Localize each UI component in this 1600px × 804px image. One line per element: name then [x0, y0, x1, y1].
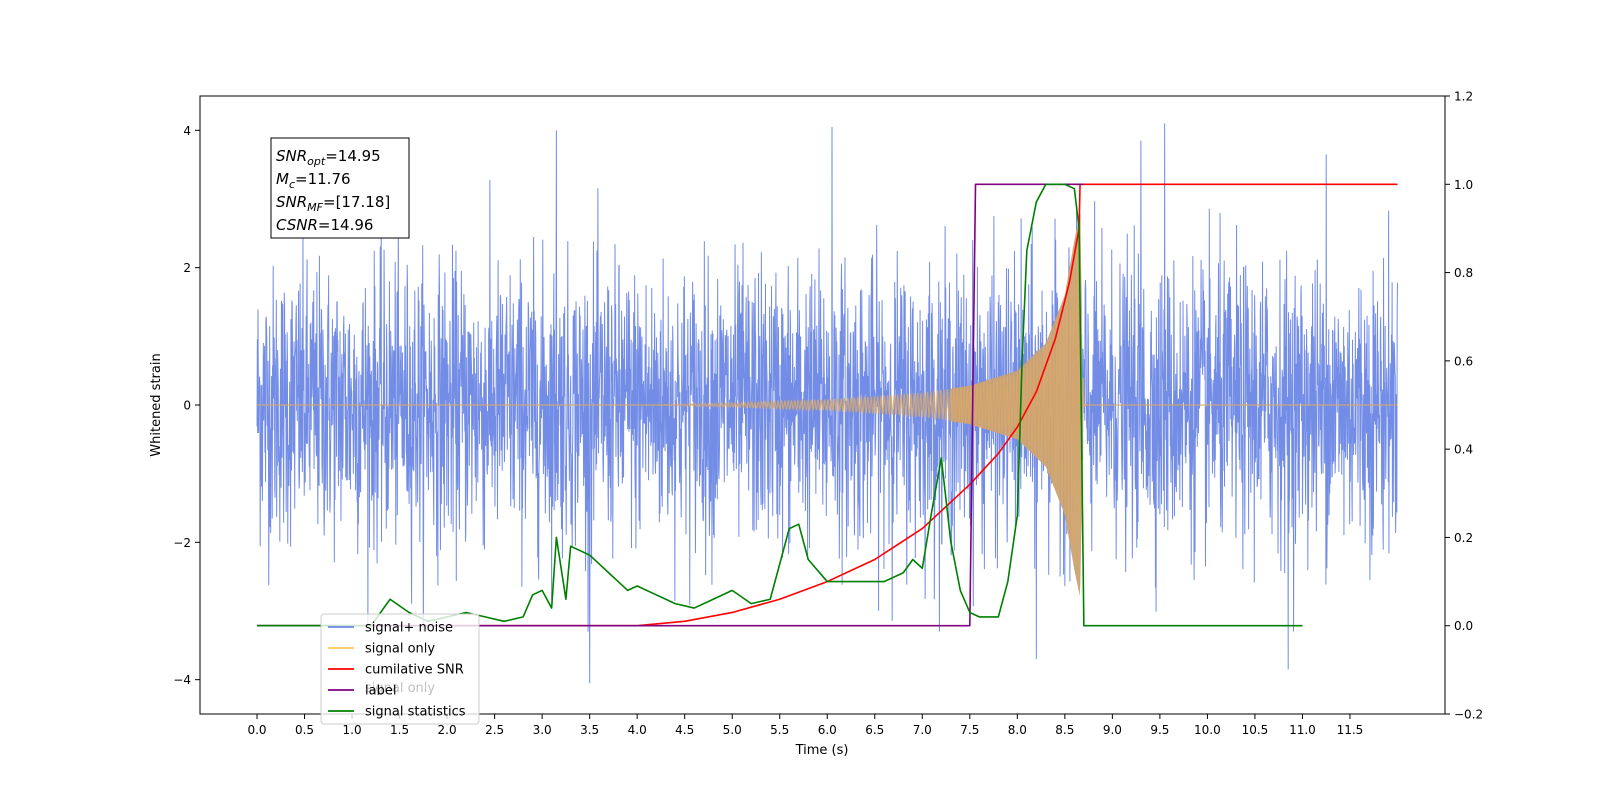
y-left-tick-label: −2	[173, 536, 191, 550]
x-axis-label: Time (s)	[795, 743, 849, 758]
y-left-tick-label: 2	[183, 261, 191, 275]
legend: signal only signal+ noise signal only cumil…	[320, 613, 480, 725]
x-tick-label: 4.0	[628, 723, 647, 737]
x-tick-label: 3.0	[533, 723, 552, 737]
y-left-tick-label: 4	[183, 124, 191, 138]
y-right-tick-label: 1.0	[1454, 178, 1473, 192]
x-tick-label: 0.0	[247, 723, 266, 737]
annotation-line: CSNR=14.96	[276, 216, 373, 234]
legend-label: label	[365, 684, 396, 699]
x-tick-label: 7.5	[960, 723, 979, 737]
series-signal-statistics-line	[257, 183, 1303, 627]
x-tick-label: 5.0	[723, 723, 742, 737]
x-tick-label: 11.0	[1289, 723, 1316, 737]
x-tick-label: 9.0	[1103, 723, 1122, 737]
y-axis-label: Whitened strain	[149, 353, 164, 456]
y-right-tick-label: 0.8	[1454, 266, 1473, 280]
legend-frame	[320, 613, 480, 725]
annotation-symbol: SNR	[276, 193, 307, 211]
annotation-subscript: MF	[307, 201, 323, 214]
legend-label: signal statistics	[365, 705, 466, 720]
annotation-symbol: SNR	[276, 147, 307, 165]
x-tick-label: 1.5	[390, 723, 409, 737]
annotation-frame	[270, 137, 410, 239]
x-tick-label: 10.0	[1194, 723, 1221, 737]
annotation-value: =14.96	[318, 216, 374, 234]
annotation-symbol: CSNR	[276, 216, 318, 234]
y-axis-left: −4 −2 0 2 4	[173, 124, 200, 687]
x-tick-label: 5.5	[770, 723, 789, 737]
x-tick-label: 10.5	[1242, 723, 1269, 737]
legend-label: signal only	[365, 642, 435, 657]
x-tick-label: 8.0	[1008, 723, 1027, 737]
x-tick-label: 2.5	[485, 723, 504, 737]
x-tick-label: 1.0	[343, 723, 362, 737]
series-layer	[256, 123, 1398, 684]
x-tick-label: 4.5	[675, 723, 694, 737]
x-tick-label: 11.5	[1337, 723, 1364, 737]
x-tick-label: 7.0	[913, 723, 932, 737]
y-left-tick-label: 0	[183, 399, 191, 413]
annotation-value: =11.76	[295, 170, 351, 188]
y-right-tick-label: 0.6	[1454, 354, 1473, 368]
x-axis: 0.0 0.5 1.0 1.5 2.0 2.5 3.0 3.5 4.0 4.5 5.0 5.5 6.0 6…	[247, 714, 1363, 737]
y-right-tick-label: 0.4	[1454, 443, 1473, 457]
y-right-tick-label: −0.2	[1454, 708, 1483, 722]
x-tick-label: 0.5	[295, 723, 314, 737]
series-signal-noise-line	[256, 123, 1398, 684]
annotation-value: =14.95	[325, 147, 381, 165]
annotation-line: SNRMF=[17.18]	[276, 193, 390, 214]
annotation-line: Mc=11.76	[276, 170, 351, 191]
annotation-subscript: c	[289, 178, 295, 191]
y-axis-right: −0.2 0.0 0.2 0.4 0.6 0.8 1.0 1.2	[1445, 90, 1483, 722]
series-signal-only-line	[257, 213, 1398, 580]
annotation-line: SNRopt=14.95	[276, 147, 381, 168]
annotation-subscript: opt	[307, 155, 326, 168]
legend-label: cumilative SNR	[365, 663, 464, 678]
y-right-tick-label: 0.0	[1454, 619, 1473, 633]
x-tick-label: 2.0	[438, 723, 457, 737]
legend-hidden-text: signal only	[365, 681, 435, 696]
x-tick-label: 6.0	[818, 723, 837, 737]
x-tick-label: 8.5	[1055, 723, 1074, 737]
y-right-tick-label: 0.2	[1454, 531, 1473, 545]
annotation-value: =[17.18]	[323, 193, 390, 211]
x-tick-label: 9.5	[1150, 723, 1169, 737]
series-label-line	[257, 183, 1084, 627]
y-right-tick-label: 1.2	[1454, 90, 1473, 104]
annotation-box: SNRopt=14.95Mc=11.76SNRMF=[17.18]CSNR=14…	[270, 137, 410, 239]
legend-label: signal+ noise	[365, 621, 453, 636]
x-tick-label: 6.5	[865, 723, 884, 737]
y-left-tick-label: −4	[173, 673, 191, 687]
x-tick-label: 3.5	[580, 723, 599, 737]
annotation-symbol: M	[276, 170, 289, 188]
